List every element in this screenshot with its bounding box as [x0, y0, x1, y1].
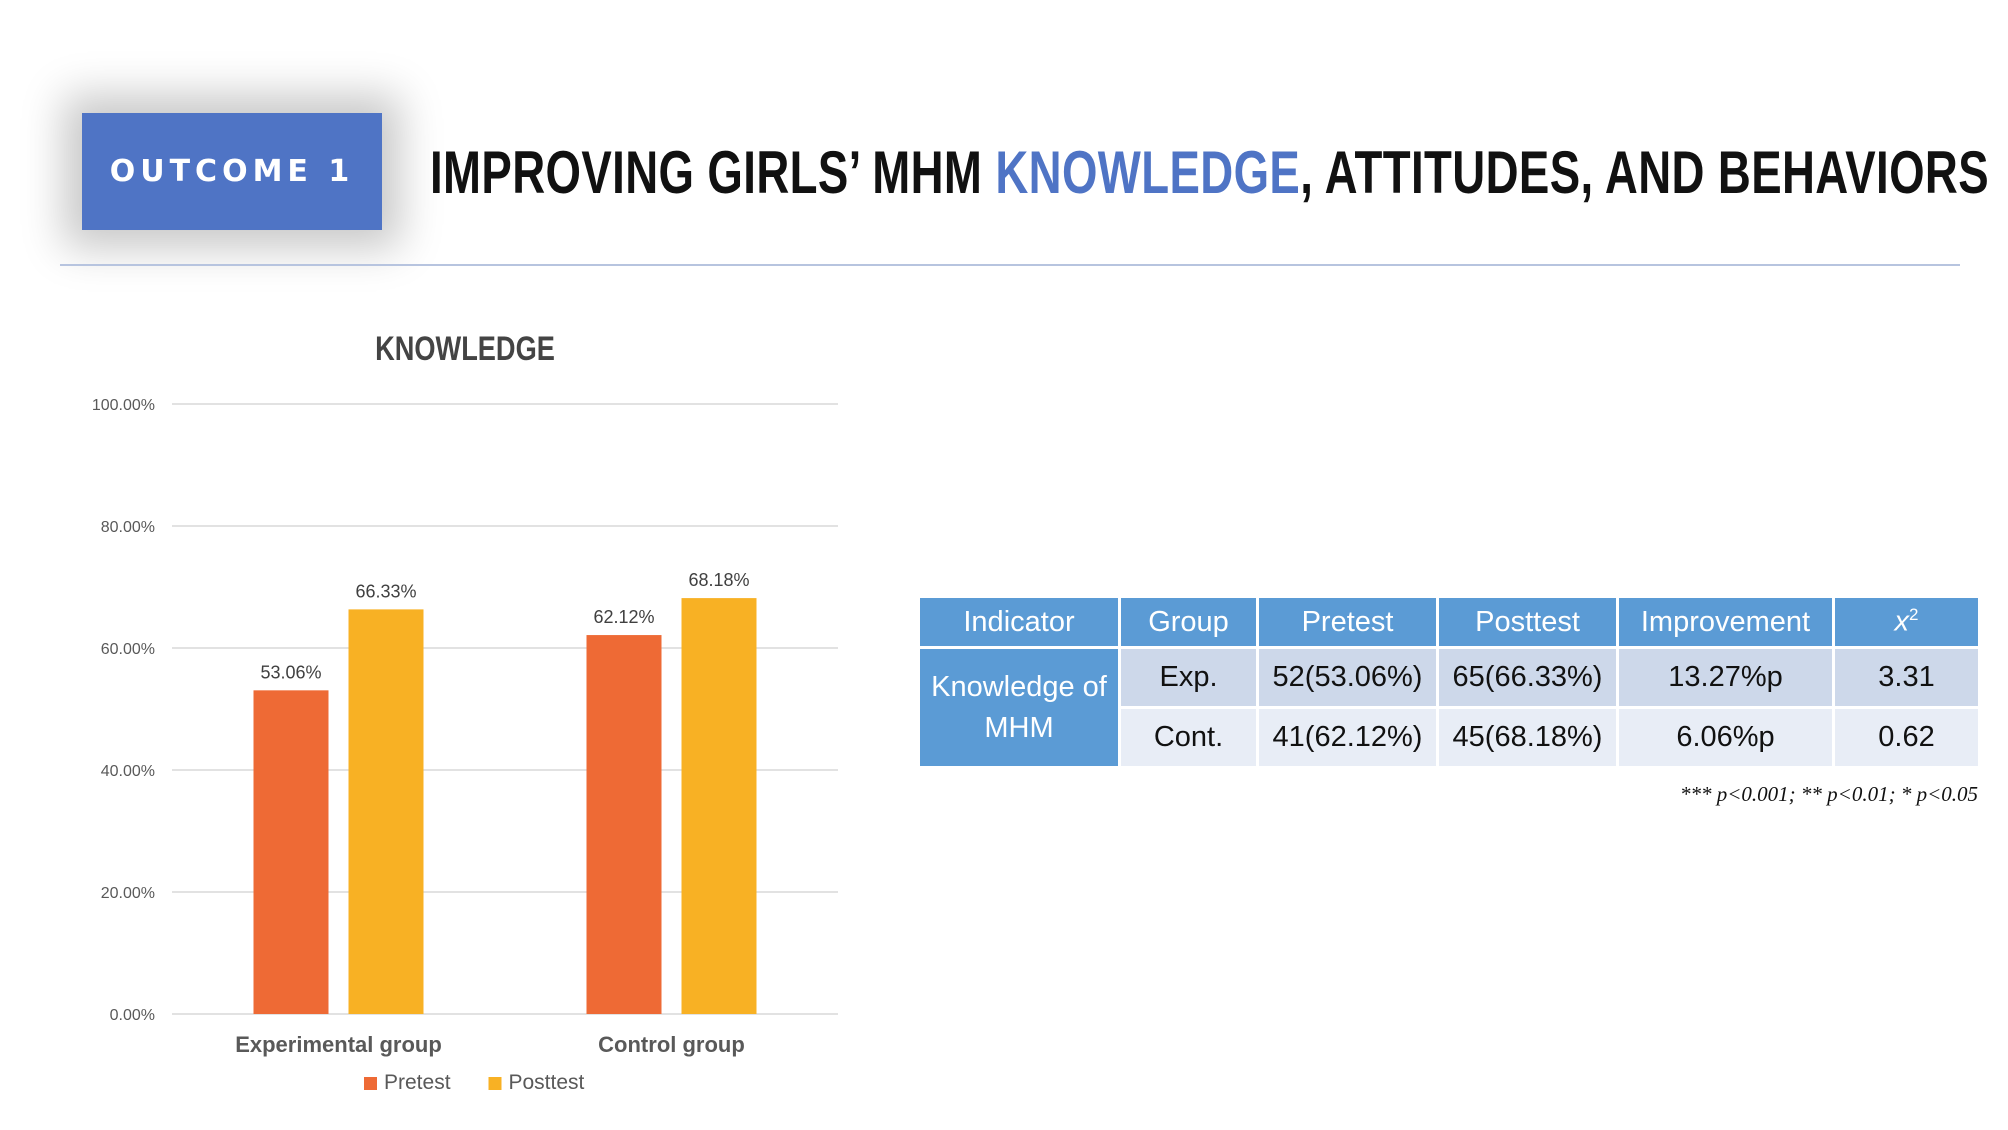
cell-group: Exp. — [1121, 649, 1259, 709]
legend-swatch — [488, 1077, 502, 1090]
header-pretest: Pretest — [1259, 598, 1439, 649]
cell-improvement: 13.27%p — [1619, 649, 1835, 709]
cell-improvement: 6.06%p — [1619, 709, 1835, 769]
bar — [681, 598, 757, 1014]
chart-title: KNOWLEDGE — [375, 329, 555, 368]
bar — [586, 635, 662, 1014]
bar — [348, 609, 424, 1014]
outcome-badge-label: OUTCOME 1 — [109, 154, 355, 189]
legend-swatch — [364, 1077, 377, 1090]
outcome-badge: OUTCOME 1 — [82, 113, 382, 230]
cell-pretest: 52(53.06%) — [1259, 649, 1439, 709]
cell-chi-square: 0.62 — [1835, 709, 1981, 769]
cell-group: Cont. — [1121, 709, 1259, 769]
y-tick-label: 80.00% — [101, 519, 155, 536]
title-text-end: , ATTITUDES, AND BEHAVIORS — [1300, 138, 1990, 206]
chi-superscript: 2 — [1909, 605, 1919, 625]
results-table-container: Indicator Group Pretest Posttest Improve… — [920, 598, 1981, 769]
table-row: Cont. 41(62.12%) 45(68.18%) 6.06%p 0.62 — [920, 709, 1981, 769]
data-label: 66.33% — [355, 581, 416, 601]
indicator-line-1: Knowledge of — [931, 670, 1107, 703]
x-category-label: Experimental group — [235, 1032, 442, 1057]
header-indicator: Indicator — [920, 598, 1121, 649]
data-label: 68.18% — [688, 570, 749, 590]
results-table: Indicator Group Pretest Posttest Improve… — [920, 598, 1981, 769]
cell-posttest: 65(66.33%) — [1439, 649, 1619, 709]
y-tick-label: 100.00% — [92, 397, 155, 414]
indicator-line-2: MHM — [984, 711, 1054, 744]
knowledge-bar-chart: KNOWLEDGE 0.00% 20.00% 40.00% 60.00% 80.00% 10… — [92, 329, 838, 1094]
y-tick-label: 20.00% — [101, 885, 155, 902]
cell-pretest: 41(62.12%) — [1259, 709, 1439, 769]
y-tick-label: 0.00% — [110, 1007, 155, 1024]
table-header-row: Indicator Group Pretest Posttest Improve… — [920, 598, 1981, 649]
legend-label: Posttest — [509, 1071, 585, 1094]
header-posttest: Posttest — [1439, 598, 1619, 649]
y-tick-label: 60.00% — [101, 641, 155, 658]
y-tick-label: 40.00% — [101, 763, 155, 780]
cell-chi-square: 3.31 — [1835, 649, 1981, 709]
title-keyword: KNOWLEDGE — [995, 138, 1301, 206]
bar — [253, 690, 329, 1014]
legend-label: Pretest — [384, 1071, 451, 1094]
x-category-label: Control group — [598, 1032, 745, 1057]
data-label: 62.12% — [593, 607, 654, 627]
table-row: Knowledge of MHM Exp. 52(53.06%) 65(66.3… — [920, 649, 1981, 769]
data-label: 53.06% — [260, 662, 321, 682]
page-title: IMPROVING GIRLS’ MHM KNOWLEDGE, ATTITUDE… — [430, 112, 1989, 232]
header-group: Group — [1121, 598, 1259, 649]
significance-note: *** p<0.001; ** p<0.01; * p<0.05 — [1680, 782, 1978, 806]
chi-symbol: x — [1894, 605, 1910, 638]
indicator-cell: Knowledge of MHM — [920, 649, 1121, 769]
title-divider — [60, 264, 1960, 266]
header-chi-square: x2 — [1835, 598, 1981, 649]
header-improvement: Improvement — [1619, 598, 1835, 649]
cell-posttest: 45(68.18%) — [1439, 709, 1619, 769]
title-text-start: IMPROVING GIRLS’ MHM — [430, 138, 996, 206]
